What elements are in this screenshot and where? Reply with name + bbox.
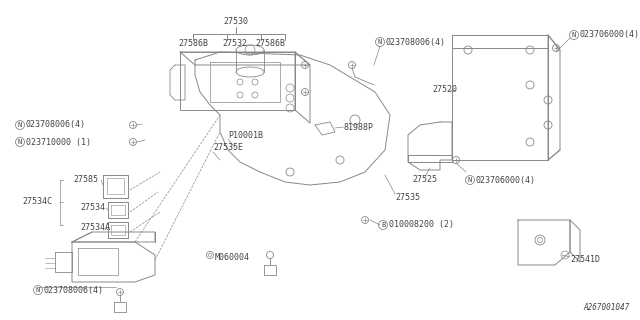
Text: 023710000 (1): 023710000 (1) xyxy=(26,138,91,147)
Text: N: N xyxy=(378,39,382,45)
Text: 27534: 27534 xyxy=(80,204,105,212)
Text: 27534A: 27534A xyxy=(80,223,110,233)
Text: 010008200 (2): 010008200 (2) xyxy=(389,220,454,229)
Text: P10001B: P10001B xyxy=(228,131,263,140)
Text: N: N xyxy=(18,139,22,145)
Text: 27535E: 27535E xyxy=(213,143,243,153)
Text: 023706000(4): 023706000(4) xyxy=(476,175,536,185)
Text: N: N xyxy=(36,287,40,293)
Text: 27534C: 27534C xyxy=(22,197,52,206)
Text: B: B xyxy=(381,222,385,228)
Text: 27535: 27535 xyxy=(395,194,420,203)
Ellipse shape xyxy=(236,45,264,55)
Text: 27586B: 27586B xyxy=(255,38,285,47)
Text: 27520: 27520 xyxy=(432,85,457,94)
Text: 27530: 27530 xyxy=(223,18,248,27)
Text: M060004: M060004 xyxy=(215,252,250,261)
Text: 023708006(4): 023708006(4) xyxy=(44,285,104,294)
Text: 27541D: 27541D xyxy=(570,255,600,265)
Text: 27525: 27525 xyxy=(412,175,437,185)
Text: 023706000(4): 023706000(4) xyxy=(580,30,640,39)
Text: 023708006(4): 023708006(4) xyxy=(26,121,86,130)
Text: 27585: 27585 xyxy=(73,175,98,185)
Text: 27586B: 27586B xyxy=(178,38,208,47)
Text: 27532: 27532 xyxy=(222,38,247,47)
Text: N: N xyxy=(18,122,22,128)
Text: A267001047: A267001047 xyxy=(584,303,630,312)
Text: N: N xyxy=(468,177,472,183)
Text: 81988P: 81988P xyxy=(344,123,374,132)
Text: N: N xyxy=(572,32,576,38)
Text: 023708006(4): 023708006(4) xyxy=(386,37,446,46)
Ellipse shape xyxy=(236,67,264,77)
